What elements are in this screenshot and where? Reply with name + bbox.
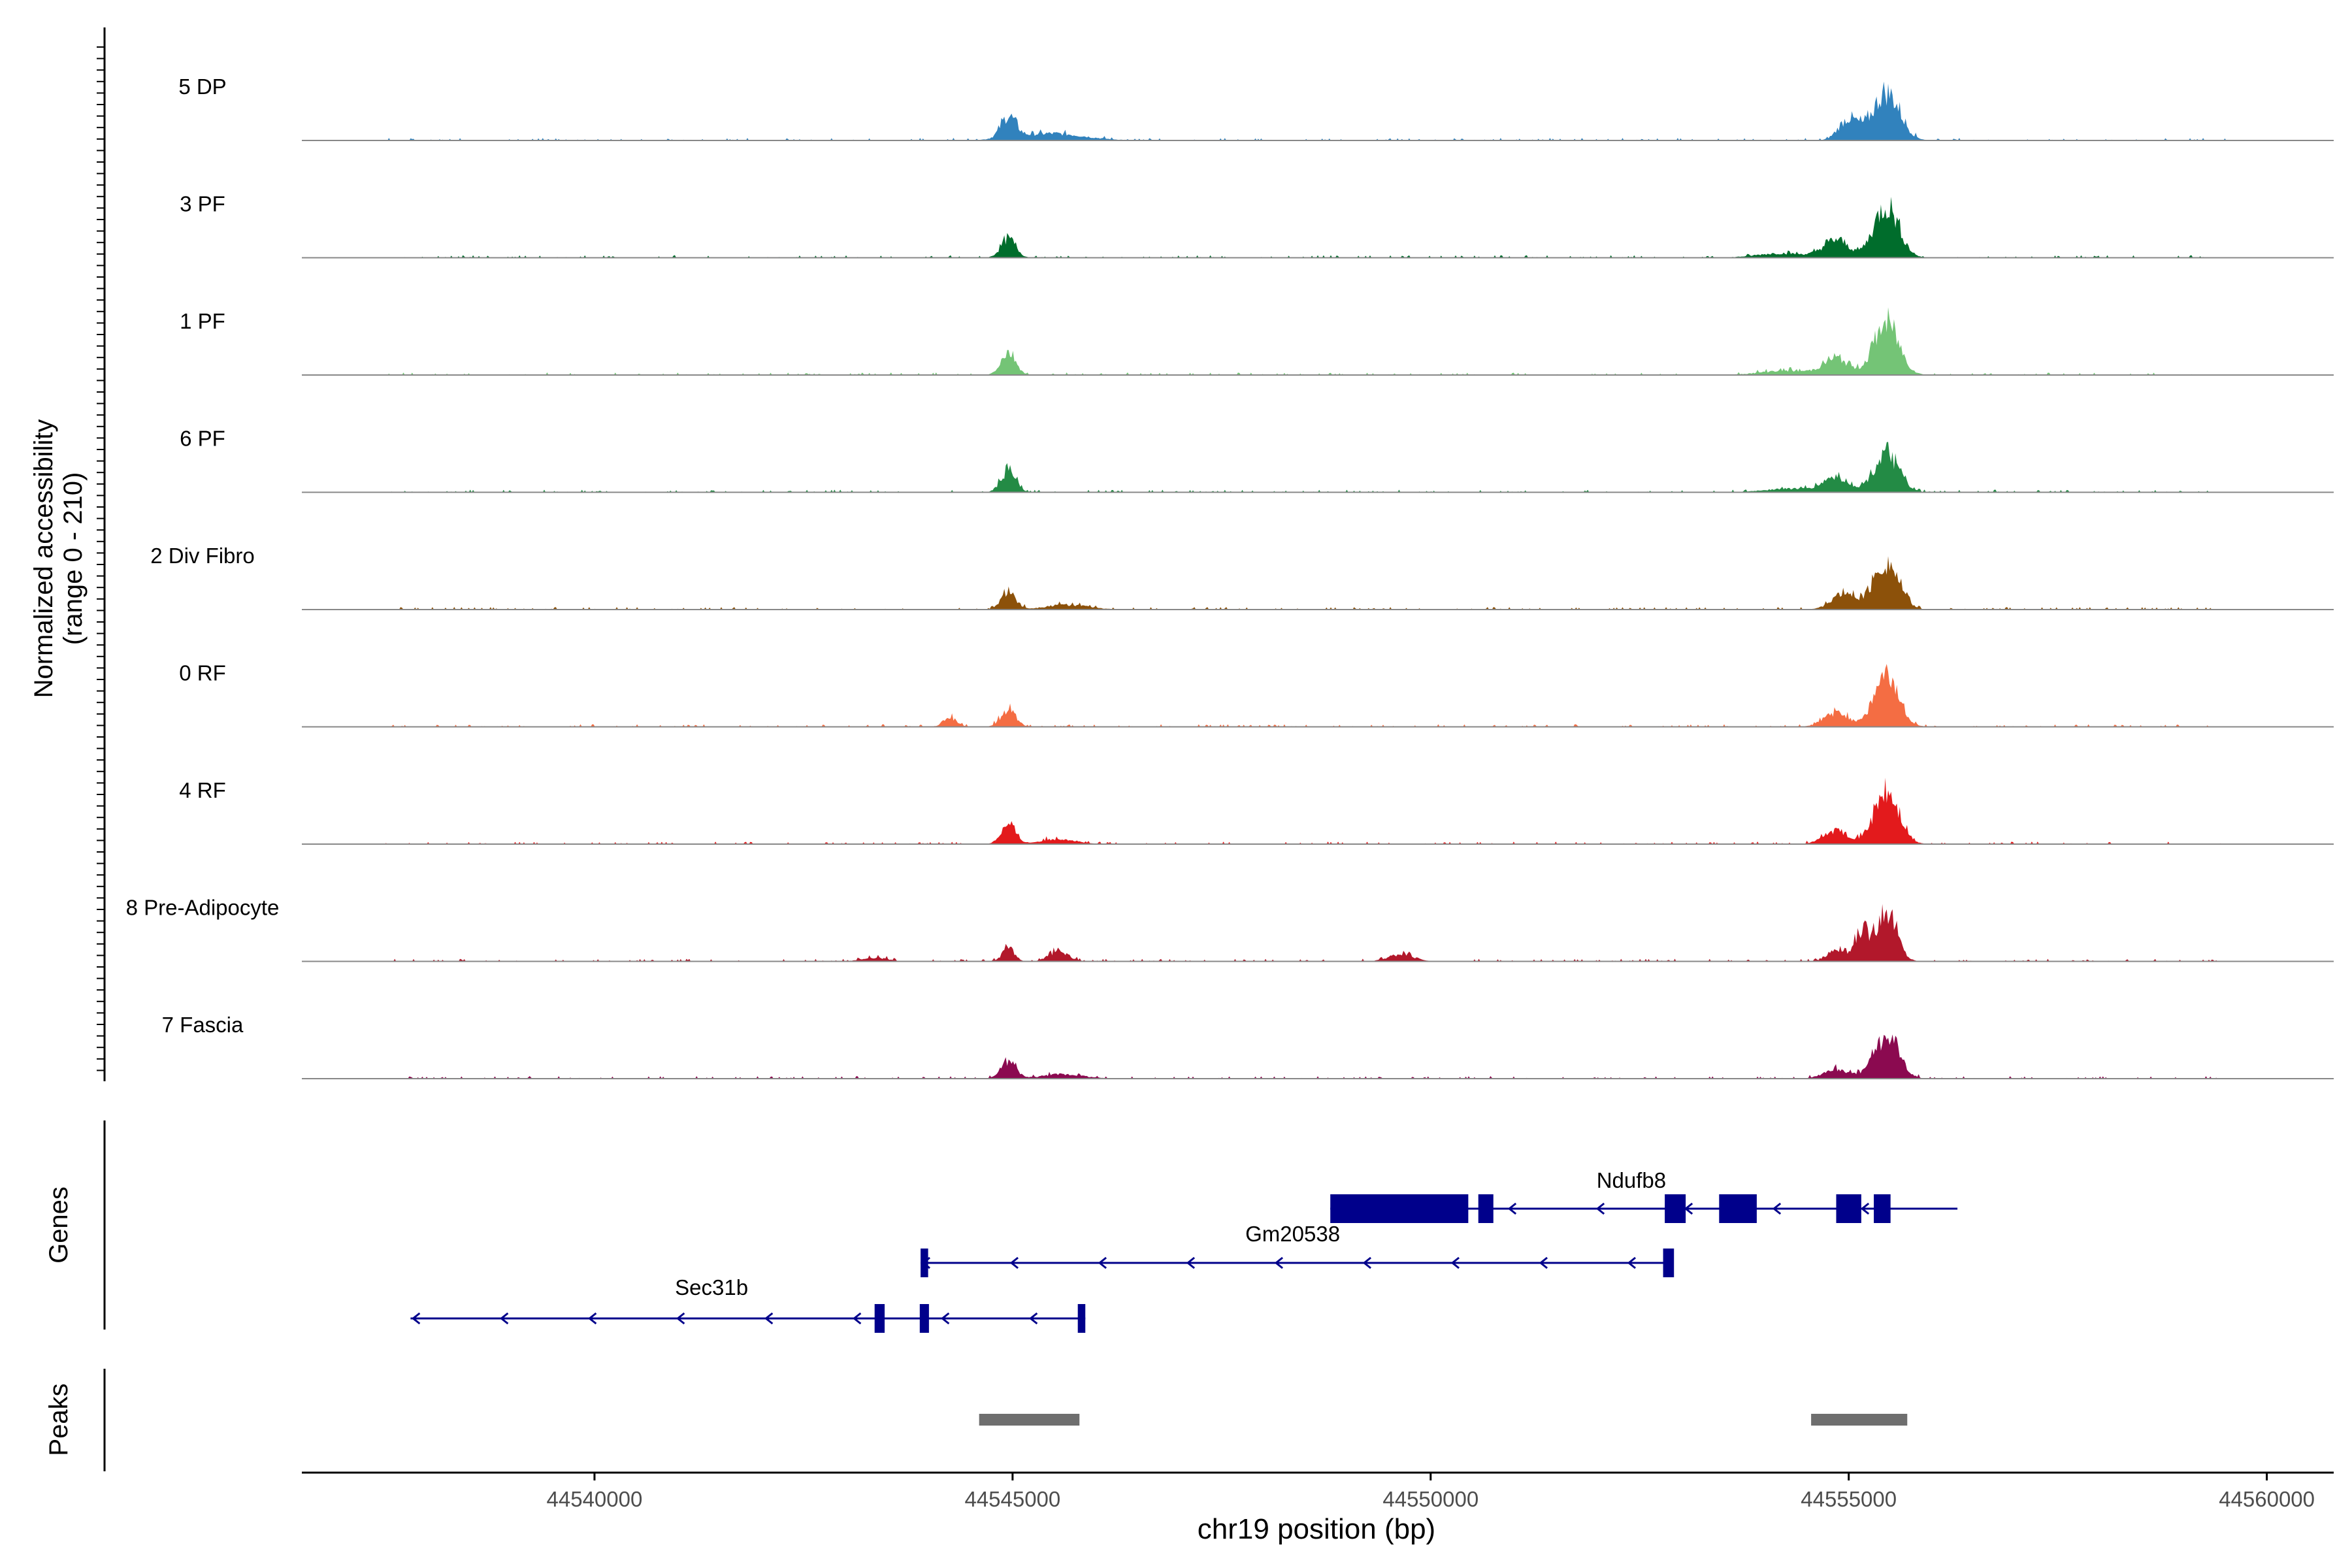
- gene-exon: [1663, 1249, 1674, 1277]
- y-axis: [97, 27, 106, 1081]
- gene-exon: [1330, 1194, 1469, 1223]
- gene-exon: [919, 1304, 929, 1333]
- peaks-panel: Peaks: [44, 1369, 1908, 1471]
- gene: Ndufb8: [1330, 1168, 1958, 1223]
- gene-exon: [1478, 1194, 1494, 1223]
- coverage-area: [302, 442, 2334, 493]
- track-label: 3 PF: [180, 192, 225, 216]
- gene-exon: [1836, 1194, 1861, 1223]
- strand-arrow: [499, 1312, 509, 1325]
- x-axis-title: chr19 position (bp): [1198, 1513, 1435, 1545]
- strand-arrow: [1274, 1256, 1284, 1269]
- strand-arrow: [1186, 1256, 1196, 1269]
- x-tick-label: 44545000: [964, 1487, 1060, 1511]
- x-tick-label: 44550000: [1382, 1487, 1478, 1511]
- strand-arrow: [1539, 1256, 1548, 1269]
- track-group: 5 DP 3 PF 1 PF 6 PF 2 Div Fibro 0 RF 4 RF 8 Pre…: [126, 74, 2334, 1079]
- track-label: 8 Pre-Adipocyte: [126, 896, 280, 920]
- gene-exon: [1719, 1194, 1757, 1223]
- strand-arrow: [1362, 1256, 1372, 1269]
- gene-exon: [921, 1249, 928, 1277]
- strand-arrow: [1772, 1202, 1782, 1215]
- y-axis-range-label: (range 0 - 210): [59, 472, 88, 645]
- peak-region: [1811, 1414, 1908, 1426]
- coverage-area: [302, 197, 2334, 258]
- strand-arrow: [940, 1312, 950, 1325]
- track: 7 Fascia: [162, 1013, 2334, 1079]
- track: 0 RF: [179, 661, 2334, 728]
- strand-arrow: [587, 1312, 597, 1325]
- gene-label: Gm20538: [1245, 1222, 1340, 1246]
- y-axis-ticks: [97, 46, 105, 1071]
- track-label: 6 PF: [180, 427, 225, 451]
- genes-panel-label: Genes: [44, 1186, 73, 1264]
- track: 5 DP: [178, 74, 2334, 141]
- strand-arrow: [676, 1312, 685, 1325]
- gene-exon: [874, 1304, 885, 1333]
- track-label: 1 PF: [180, 309, 225, 333]
- peaks-panel-label: Peaks: [44, 1383, 73, 1456]
- peak-region: [979, 1414, 1080, 1426]
- gene-exon: [1874, 1194, 1891, 1223]
- track-label: 7 Fascia: [162, 1013, 244, 1037]
- coverage-area: [302, 556, 2334, 610]
- y-axis-title: Normalized accessibility: [29, 419, 58, 698]
- gene-exon: [1665, 1194, 1686, 1223]
- coverage-area: [302, 664, 2334, 727]
- genes-panel: Genes Ndufb8 Gm20538 Sec31b: [44, 1120, 1958, 1333]
- track-label: 2 Div Fibro: [150, 544, 255, 568]
- strand-arrow: [1860, 1202, 1870, 1215]
- gene: Gm20538: [921, 1222, 1674, 1277]
- strand-arrow: [1009, 1256, 1019, 1269]
- track: 1 PF: [180, 307, 2334, 376]
- coverage-area: [302, 1034, 2334, 1079]
- gene-exon: [1077, 1304, 1086, 1333]
- gene-label: Sec31b: [675, 1275, 748, 1299]
- strand-arrow: [1595, 1202, 1605, 1215]
- coverage-area: [302, 777, 2334, 844]
- track: 2 Div Fibro: [150, 544, 2334, 610]
- strand-arrow: [1028, 1312, 1038, 1325]
- track: 6 PF: [180, 427, 2334, 493]
- x-tick-label: 44555000: [1801, 1487, 1897, 1511]
- track-label: 5 DP: [178, 74, 226, 99]
- strand-arrow: [1507, 1202, 1517, 1215]
- strand-arrow: [1450, 1256, 1460, 1269]
- gene: Sec31b: [410, 1275, 1086, 1333]
- track: 8 Pre-Adipocyte: [126, 896, 2334, 962]
- coverage-area: [302, 307, 2334, 375]
- track-label: 0 RF: [179, 661, 226, 685]
- strand-arrow: [1684, 1202, 1693, 1215]
- strand-arrow: [1627, 1256, 1637, 1269]
- strand-arrow: [411, 1312, 421, 1325]
- x-axis: 44540000 44545000 44550000 44555000 44560000…: [302, 1471, 2334, 1545]
- track: 3 PF: [180, 192, 2334, 259]
- track: 4 RF: [179, 777, 2334, 845]
- x-tick-label: 44560000: [2219, 1487, 2315, 1511]
- track-label: 4 RF: [179, 778, 226, 802]
- coverage-area: [302, 81, 2334, 140]
- gene-label: Ndufb8: [1597, 1168, 1666, 1192]
- coverage-area: [302, 904, 2334, 962]
- strand-arrow: [764, 1312, 774, 1325]
- x-tick-label: 44540000: [547, 1487, 643, 1511]
- strand-arrow: [1098, 1256, 1107, 1269]
- strand-arrow: [852, 1312, 862, 1325]
